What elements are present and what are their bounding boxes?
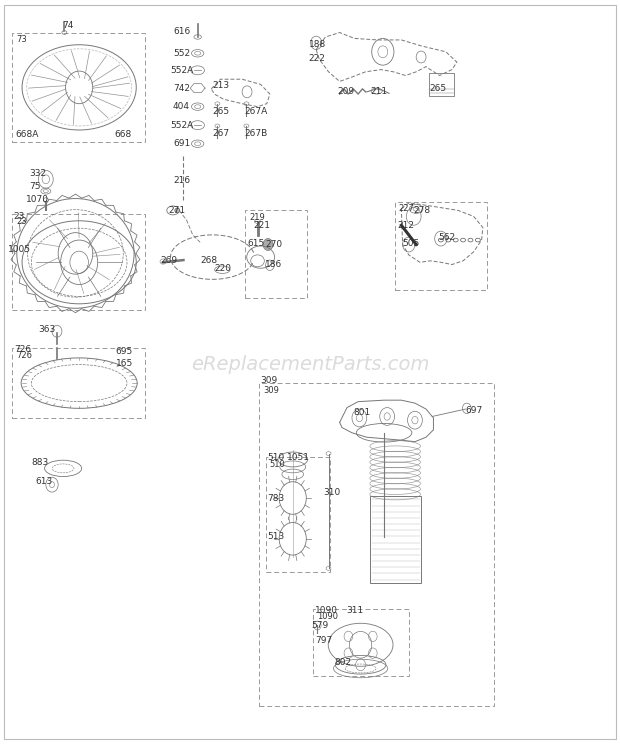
Text: 1005: 1005: [7, 246, 30, 254]
Text: 211: 211: [370, 87, 387, 96]
Text: 212: 212: [397, 221, 415, 230]
Text: 726: 726: [14, 345, 31, 354]
Text: 309: 309: [260, 376, 278, 385]
Text: 695: 695: [115, 347, 133, 356]
Text: 668: 668: [114, 130, 131, 139]
Text: 270: 270: [265, 240, 283, 249]
Text: 513: 513: [267, 532, 284, 541]
Text: 265: 265: [213, 106, 229, 115]
Text: 213: 213: [213, 80, 229, 89]
Text: 75: 75: [29, 182, 41, 191]
Text: 332: 332: [29, 169, 46, 178]
Text: 23: 23: [14, 212, 25, 221]
Text: 615: 615: [247, 240, 264, 248]
Text: 726: 726: [16, 350, 32, 359]
Text: 278: 278: [414, 206, 431, 215]
Text: 562: 562: [438, 233, 456, 242]
Text: 269: 269: [161, 257, 178, 266]
Text: 271: 271: [168, 206, 185, 215]
Ellipse shape: [175, 208, 180, 213]
Text: eReplacementParts.com: eReplacementParts.com: [191, 355, 429, 374]
Text: 552: 552: [173, 49, 190, 58]
Text: 220: 220: [215, 263, 231, 273]
Text: 216: 216: [173, 176, 190, 185]
Text: 23: 23: [16, 217, 27, 226]
Text: 73: 73: [16, 36, 27, 45]
Text: 227: 227: [399, 205, 415, 214]
Text: 209: 209: [338, 87, 355, 96]
Text: 1070: 1070: [26, 195, 49, 204]
Text: 510: 510: [267, 453, 284, 462]
Text: 691: 691: [173, 139, 190, 148]
Text: 1090: 1090: [315, 606, 338, 615]
Text: 74: 74: [62, 21, 73, 30]
Text: 165: 165: [115, 359, 133, 368]
Text: 310: 310: [324, 487, 341, 496]
Text: 363: 363: [38, 324, 56, 333]
Text: 221: 221: [253, 221, 270, 230]
Circle shape: [263, 239, 273, 251]
Text: 783: 783: [267, 493, 284, 502]
Text: 797: 797: [315, 636, 332, 645]
Text: 265: 265: [429, 83, 446, 92]
Text: 309: 309: [263, 386, 279, 395]
Text: 505: 505: [402, 240, 420, 248]
Text: 802: 802: [335, 658, 352, 667]
Text: 222: 222: [309, 54, 326, 63]
Text: 267B: 267B: [244, 129, 267, 138]
Text: 1090: 1090: [317, 612, 338, 621]
Text: 188: 188: [309, 40, 326, 49]
Text: 1051: 1051: [286, 453, 309, 462]
Text: 510: 510: [269, 461, 285, 469]
Text: 616: 616: [173, 27, 190, 36]
Text: 883: 883: [31, 458, 48, 467]
Text: 668A: 668A: [15, 130, 38, 139]
Text: 742: 742: [173, 83, 190, 92]
Text: 268: 268: [200, 257, 217, 266]
Text: 186: 186: [265, 260, 282, 269]
Text: 613: 613: [35, 477, 53, 486]
Text: 267: 267: [213, 129, 229, 138]
Text: 267A: 267A: [244, 106, 267, 115]
Text: 311: 311: [346, 606, 363, 615]
Text: 552A: 552A: [170, 65, 193, 75]
Text: 552A: 552A: [170, 121, 193, 129]
Text: 697: 697: [466, 406, 483, 415]
Text: 404: 404: [173, 102, 190, 111]
Text: 801: 801: [353, 408, 371, 417]
Text: 219: 219: [249, 214, 265, 222]
Text: 579: 579: [311, 621, 329, 630]
